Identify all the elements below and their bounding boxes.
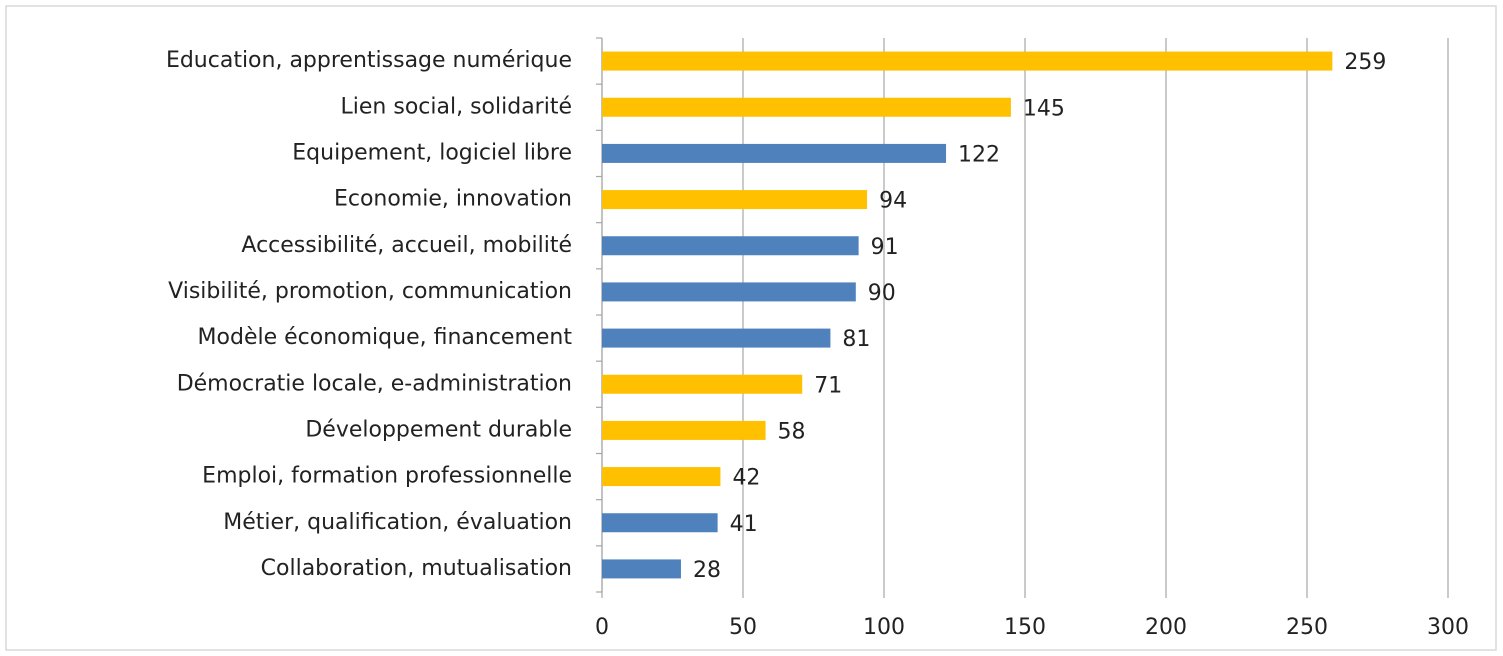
bar: [602, 51, 1333, 71]
x-tick-label: 250: [1286, 615, 1328, 640]
data-label: 41: [730, 512, 758, 537]
bar: [602, 236, 859, 256]
bar: [602, 97, 1011, 117]
y-tick-label: Lien social, solidarité: [341, 94, 572, 119]
x-tick-label: 300: [1427, 615, 1469, 640]
data-label: 42: [732, 466, 760, 491]
x-tick-label: 100: [863, 615, 905, 640]
y-tick-label: Collaboration, mutualisation: [261, 556, 572, 581]
bar: [602, 190, 868, 210]
bar: [602, 420, 766, 440]
y-tick-label: Education, apprentissage numérique: [166, 48, 572, 73]
y-tick-label: Démocratie locale, e-administration: [177, 371, 572, 396]
bar: [602, 143, 947, 163]
data-label: 122: [958, 142, 1000, 167]
data-label: 259: [1344, 50, 1386, 75]
bar: [602, 282, 856, 302]
data-label: 58: [778, 419, 806, 444]
y-tick-label: Equipement, logiciel libre: [292, 140, 572, 165]
data-label: 81: [842, 327, 870, 352]
data-label: 145: [1023, 96, 1065, 121]
x-tick-label: 200: [1145, 615, 1187, 640]
y-tick-label: Visibilité, promotion, communication: [168, 279, 572, 304]
data-label: 90: [868, 281, 896, 306]
frame: [5, 5, 1497, 651]
y-tick-label: Emploi, formation professionnelle: [202, 464, 572, 489]
y-tick-label: Economie, innovation: [334, 187, 572, 212]
y-tick-label: Accessibilité, accueil, mobilité: [241, 233, 572, 258]
bar: [602, 374, 803, 394]
bar: [602, 559, 681, 579]
x-tick-label: 50: [729, 615, 757, 640]
bar: [602, 513, 718, 533]
y-tick-label: Métier, qualification, évaluation: [223, 510, 572, 535]
data-label: 28: [693, 558, 721, 583]
data-label: 71: [814, 373, 842, 398]
x-tick-label: 150: [1004, 615, 1046, 640]
y-tick-label: Modèle économique, financement: [198, 325, 573, 350]
data-label: 94: [879, 189, 907, 214]
x-tick-label: 0: [595, 615, 609, 640]
data-label: 91: [871, 235, 899, 260]
bar: [602, 467, 721, 487]
y-tick-label: Développement durable: [305, 417, 572, 442]
bar: [602, 328, 831, 348]
